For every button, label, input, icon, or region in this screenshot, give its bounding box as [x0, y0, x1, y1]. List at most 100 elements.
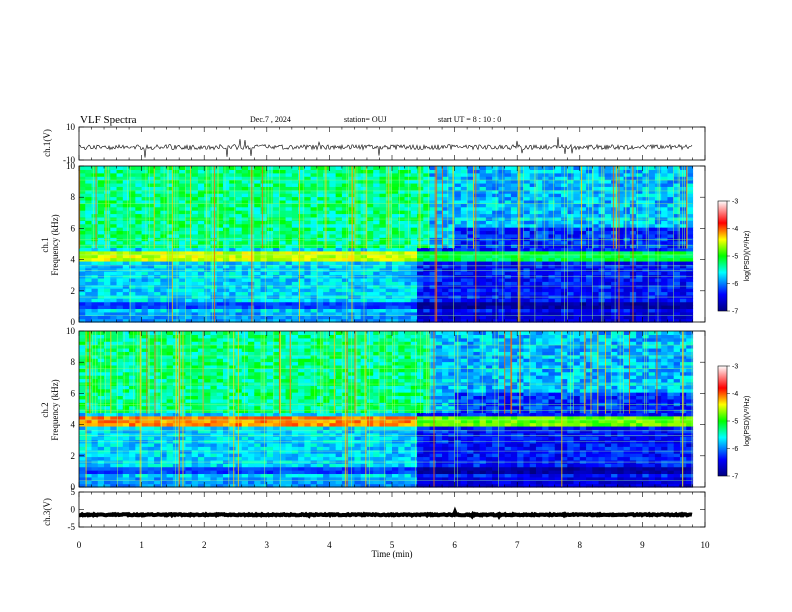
spectrogram-cell [285, 291, 293, 296]
spectrogram-cell [279, 233, 287, 238]
spectrogram-cell [410, 203, 418, 208]
spectrogram-cell [97, 210, 105, 215]
spectrogram-cell [423, 315, 431, 320]
spectrogram-cell [686, 247, 694, 252]
spectrogram-cell [154, 182, 161, 187]
spectrogram-cell [567, 267, 575, 272]
spectrogram-cell [454, 288, 462, 293]
spectrogram-cell [122, 308, 130, 313]
spectrogram-cell [636, 244, 643, 248]
spectrogram-cell [323, 305, 330, 310]
spectrogram-cell [341, 284, 349, 289]
spectrogram-cell [542, 227, 550, 232]
y-tick-label: -10 [63, 155, 75, 165]
spectrogram-cell [79, 176, 86, 181]
spectrogram-cell [454, 210, 462, 215]
spectrogram-cell [623, 318, 631, 323]
spectrogram-cell [679, 315, 687, 320]
spectrogram-cell [667, 318, 675, 323]
spectrogram-cell [97, 284, 105, 289]
spectrogram-cell [197, 193, 205, 198]
spectrogram-cell [504, 206, 512, 211]
spectrogram-cell [667, 227, 675, 232]
spectrogram-cell [135, 308, 143, 313]
spectrogram-cell [97, 196, 105, 201]
spectrogram-cell [304, 281, 312, 286]
spectrogram-cell [323, 233, 330, 238]
spectrogram-cell [335, 311, 343, 316]
spectrogram-cell [229, 223, 237, 228]
spectrogram-cell [498, 196, 506, 201]
spectrogram-cell [129, 254, 136, 259]
spectrogram-cell [172, 318, 180, 323]
spectrogram-cell [404, 271, 412, 276]
spectrogram-cell [241, 230, 249, 235]
spectrogram-cell [266, 284, 274, 289]
spectrogram-cell [429, 277, 437, 282]
spectrogram-cell [498, 206, 506, 211]
spectrogram-cell [260, 311, 268, 316]
spectrogram-cell [241, 277, 249, 282]
spectrogram-cell [104, 240, 111, 245]
spectrogram-cell [185, 199, 193, 204]
spectrogram-cell [442, 196, 449, 201]
spectrogram-cell [354, 210, 362, 215]
spectrogram-cell [604, 182, 612, 187]
spectrogram-cell [604, 301, 612, 306]
spectrogram-cell [492, 305, 500, 310]
spectrogram-cell [442, 281, 449, 286]
spectrogram-cell [473, 179, 481, 184]
spectrogram-cell [385, 250, 393, 255]
spectrogram-cell [379, 281, 387, 286]
spectrogram-cell [548, 271, 556, 276]
spectrogram-cell [266, 260, 274, 265]
spectrogram-cell [298, 172, 305, 177]
spectrogram-cell [222, 271, 230, 276]
spectrogram-cell [235, 271, 243, 276]
spectrogram-cell [254, 267, 262, 272]
spectrogram-cell [141, 301, 149, 306]
spectrogram-cell [542, 233, 550, 238]
spectrogram-cell [661, 288, 669, 293]
spectrogram-cell [542, 257, 550, 262]
spectrogram-cell [523, 176, 531, 181]
spectrogram-cell [592, 179, 600, 184]
spectrogram-cell [241, 186, 249, 191]
spectrogram-cell [498, 284, 506, 289]
spectrogram-cell [592, 233, 600, 238]
spectrogram-cell [354, 301, 362, 306]
spectrogram-cell [392, 233, 399, 238]
spectrogram-cell [216, 298, 224, 303]
spectrogram-cell [235, 199, 243, 204]
spectrogram-cell [410, 318, 418, 323]
spectrogram-cell [147, 244, 155, 248]
spectrogram-cell [567, 244, 575, 248]
spectrogram-cell [679, 260, 687, 265]
spectrogram-cell [310, 213, 318, 218]
spectrogram-cell [85, 368, 93, 373]
spectrogram-cell [598, 210, 606, 215]
spectrogram-cell [517, 189, 525, 194]
spectrogram-cell [398, 298, 406, 303]
spectrogram-cell [592, 227, 600, 232]
spectrogram-cell [586, 298, 593, 303]
spectrogram-cell [611, 311, 618, 316]
spectrogram-cell [229, 166, 237, 170]
spectrogram-cell [510, 308, 518, 313]
spectrogram-cell [573, 199, 581, 204]
spectrogram-cell [197, 199, 205, 204]
spectrogram-cell [185, 264, 193, 269]
spectrogram-cell [91, 244, 99, 248]
spectrogram-cell [116, 193, 124, 198]
spectrogram-cell [279, 301, 287, 306]
spectrogram-cell [116, 213, 124, 218]
spectrogram-cell [404, 244, 412, 248]
spectrogram-cell [467, 206, 474, 211]
spectrogram-cell [636, 172, 643, 177]
spectrogram-cell [573, 240, 581, 245]
spectrogram-cell [335, 169, 343, 174]
spectrogram-cell [335, 288, 343, 293]
spectrogram-cell [498, 213, 506, 218]
spectrogram-cell [197, 291, 205, 296]
spectrogram-cell [191, 203, 199, 208]
